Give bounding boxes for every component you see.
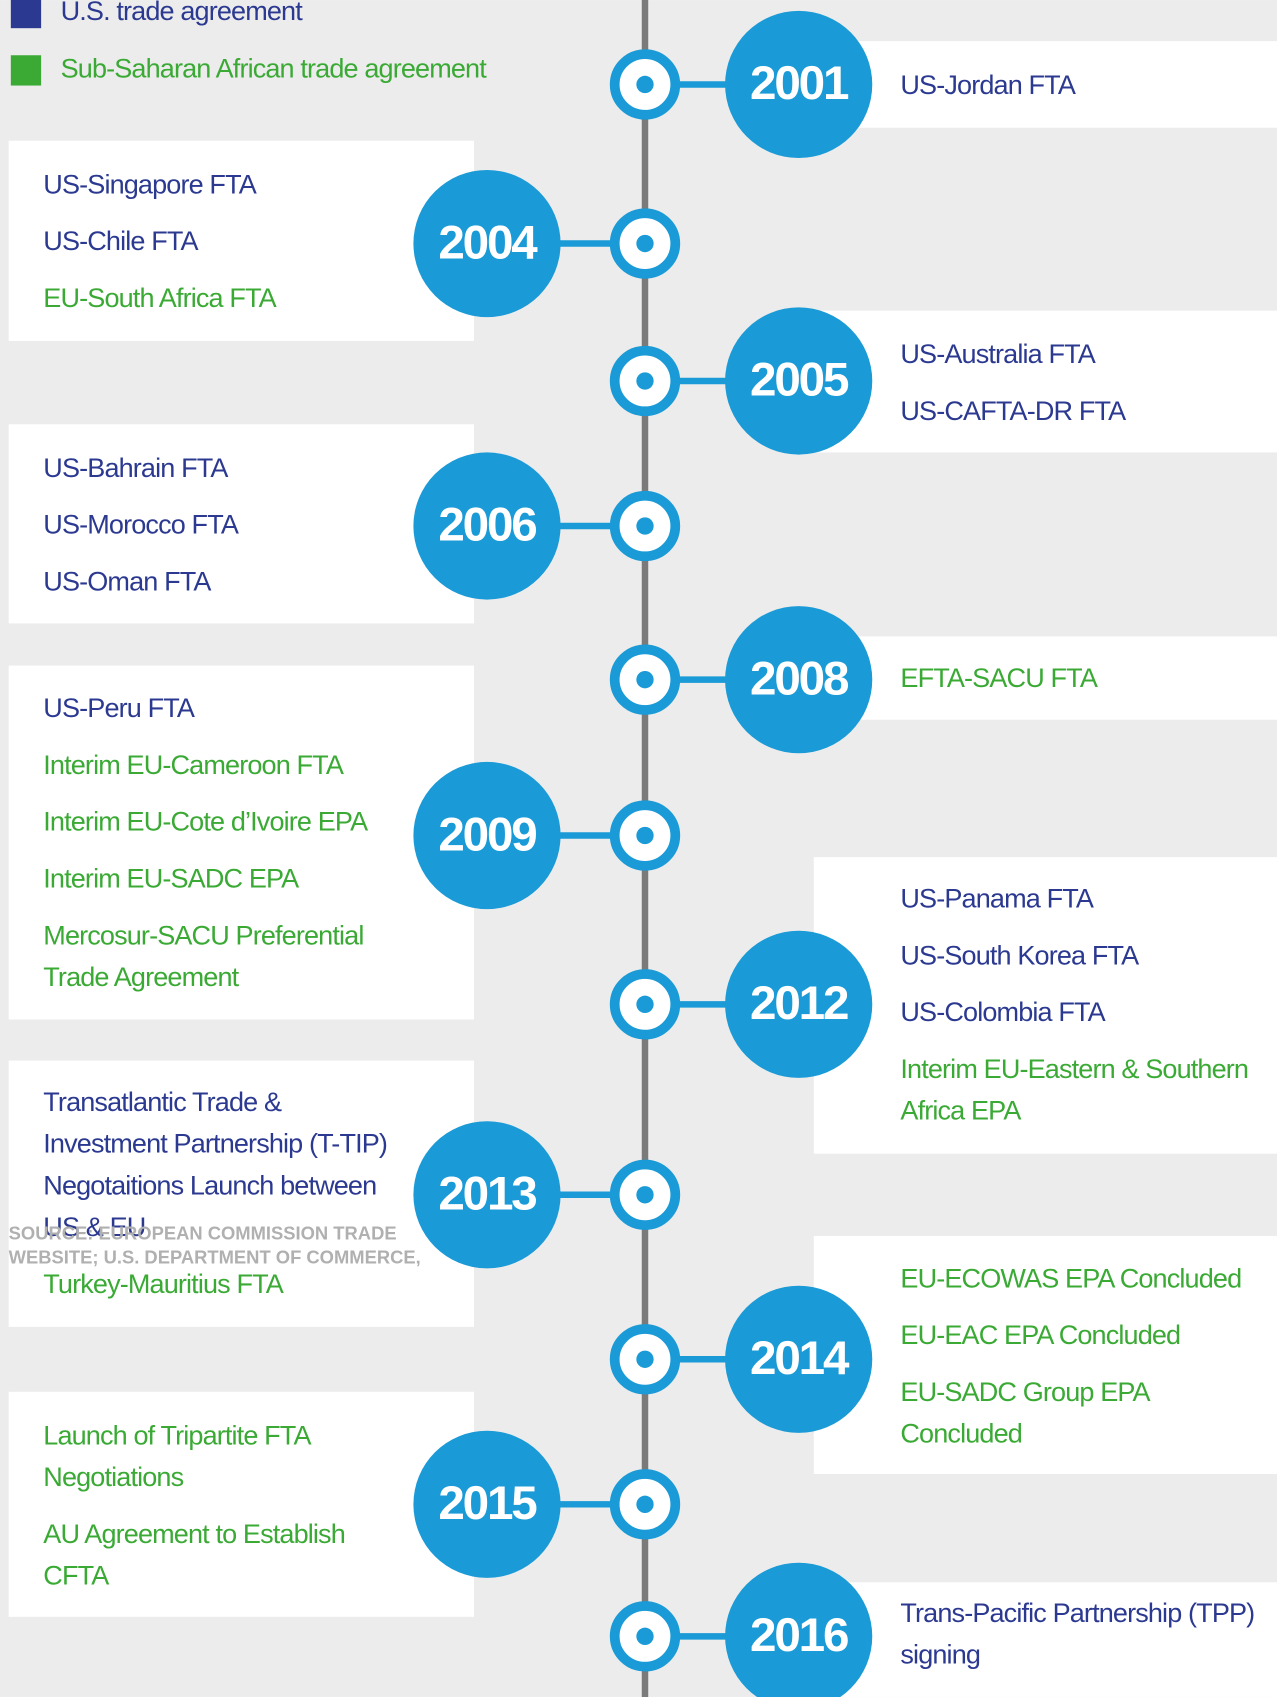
agreement-text: Concluded [900,1419,1022,1449]
event-box [8,424,475,624]
agreement-text: Transatlantic Trade & [43,1087,282,1117]
year-label: 2009 [438,808,536,861]
year-circle [413,761,561,910]
event-box [8,665,475,1020]
year-circle [413,1121,561,1269]
agreement-text: Turkey-Mauritius FTA [43,1269,283,1299]
agreement-text: US & EU [43,1212,145,1242]
agreement-text: Launch of Tripartite FTA [43,1420,311,1450]
agreement-text: US-Oman FTA [43,567,211,597]
legend-swatch [10,55,42,86]
node-dot [636,372,654,390]
agreement-text: Africa EPA [900,1096,1021,1126]
event-box [813,1235,1277,1475]
year-label: 2013 [438,1168,536,1221]
source-note: WEBSITE; U.S. DEPARTMENT OF COMMERCE, [9,1247,421,1268]
event-box [813,1582,1277,1697]
year-circle [725,1285,873,1433]
year-label: 2014 [750,1332,850,1385]
agreement-text: US-Chile FTA [43,226,198,256]
agreement-text: Negotiations [43,1462,183,1492]
event-box [813,41,1277,128]
event-box [813,310,1277,453]
agreement-text: Interim EU-SADC EPA [43,864,299,894]
year-label: 2008 [750,652,849,705]
event-box [8,1060,475,1327]
agreement-text: Interim EU-Cameroon FTA [43,750,344,780]
event-box [813,857,1277,1154]
agreement-text: EU-ECOWAS EPA Concluded [900,1263,1241,1293]
node-dot [636,1627,654,1646]
year-circle [725,307,873,455]
agreement-text: US-Morocco FTA [43,510,239,540]
year-circle [725,606,873,754]
agreement-text: EU-SADC Group EPA [900,1377,1150,1407]
year-label: 2016 [750,1609,848,1662]
agreement-text: CFTA [43,1561,109,1591]
agreement-text: Interim EU-Cote d’Ivoire EPA [43,807,368,837]
node-dot [636,1350,654,1368]
year-label: 2012 [750,977,848,1030]
agreement-text: US-Peru FTA [43,693,195,723]
event-box [813,636,1277,720]
year-circle [725,1562,873,1697]
year-label: 2001 [750,57,849,110]
year-label: 2015 [438,1477,537,1530]
node-dot [636,517,654,535]
agreement-text: US-South Korea FTA [900,940,1139,970]
agreement-text: Interim EU-Eastern & Southern [900,1054,1248,1084]
agreement-text: US-Australia FTA [900,339,1095,369]
year-circle [725,930,873,1078]
legend-label: Sub-Saharan African trade agreement [61,54,488,84]
node-dot [636,826,654,845]
year-label: 2004 [438,216,538,269]
agreement-text: US-CAFTA-DR FTA [900,396,1126,426]
year-circle [413,1430,561,1578]
agreement-text: Investment Partnership (T-TIP) [43,1129,387,1159]
year-circle [725,10,873,159]
event-box [8,1391,475,1617]
year-circle [413,169,561,318]
year-circle [413,452,561,600]
year-label: 2005 [750,354,849,407]
agreement-text: US-Jordan FTA [900,70,1075,100]
agreement-text: Trans-Pacific Partnership (TPP) [900,1598,1254,1628]
agreement-text: EU-EAC EPA Concluded [900,1320,1180,1350]
agreement-text: US-Singapore FTA [43,169,256,199]
legend-label: U.S. trade agreement [61,0,304,26]
node-dot [636,995,654,1013]
agreement-text: US-Panama FTA [900,884,1093,914]
year-label: 2006 [438,499,536,552]
node-dot [636,75,654,94]
node-dot [636,1495,654,1513]
node-dot [636,671,654,689]
agreement-text: AU Agreement to Establish [43,1519,345,1549]
legend-swatch [10,0,42,29]
node-dot [636,234,654,253]
event-box [8,140,475,341]
agreement-text: Negotaitions Launch between [43,1170,376,1200]
agreement-text: EU-South Africa FTA [43,283,276,313]
source-note: SOURCE: EUROPEAN COMMISSION TRADE [9,1223,397,1244]
agreement-text: US-Bahrain FTA [43,453,228,483]
node-dot [636,1186,654,1204]
agreement-text: Trade Agreement [43,962,239,992]
agreement-text: signing [900,1640,980,1670]
agreement-text: US-Colombia FTA [900,997,1105,1027]
agreement-text: EFTA-SACU FTA [900,663,1097,693]
agreement-text: Mercosur-SACU Preferential [43,920,363,950]
